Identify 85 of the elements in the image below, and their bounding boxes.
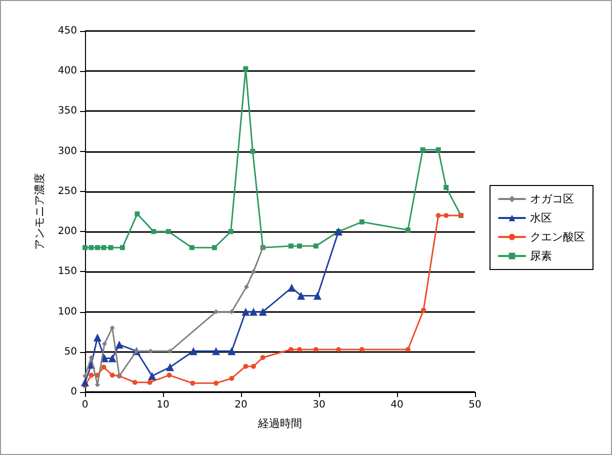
point bbox=[108, 245, 114, 250]
point bbox=[166, 372, 172, 378]
x-tick-label: 30 bbox=[312, 400, 326, 410]
point bbox=[288, 346, 294, 352]
point bbox=[359, 219, 364, 224]
point bbox=[212, 245, 217, 250]
point bbox=[229, 376, 234, 381]
point bbox=[101, 364, 106, 370]
point bbox=[134, 211, 140, 216]
x-tick-label: 10 bbox=[156, 400, 170, 410]
legend-label: オガコ区 bbox=[530, 192, 574, 206]
point bbox=[166, 229, 171, 234]
point bbox=[147, 380, 152, 385]
point bbox=[189, 245, 194, 250]
y-tick-label: 450 bbox=[58, 26, 77, 36]
y-tick-label: 350 bbox=[58, 106, 77, 117]
point bbox=[313, 243, 318, 248]
point bbox=[444, 213, 449, 218]
point bbox=[102, 341, 107, 346]
point bbox=[336, 346, 341, 352]
point bbox=[313, 346, 318, 352]
point bbox=[115, 340, 124, 349]
point bbox=[250, 364, 256, 369]
point bbox=[212, 347, 220, 356]
y-axis-title: アンモニア濃度 bbox=[33, 173, 46, 250]
point bbox=[190, 380, 196, 386]
point bbox=[444, 184, 449, 190]
point bbox=[88, 245, 94, 250]
y-tick-label: 250 bbox=[58, 186, 77, 197]
x-tick-label: 50 bbox=[468, 400, 482, 410]
point bbox=[260, 355, 266, 360]
point bbox=[93, 333, 102, 342]
point bbox=[436, 147, 441, 152]
point bbox=[249, 308, 258, 316]
point bbox=[242, 308, 250, 316]
point bbox=[436, 213, 441, 218]
x-tick-label: 0 bbox=[82, 400, 88, 410]
point bbox=[243, 66, 248, 72]
point bbox=[82, 245, 88, 250]
point bbox=[88, 372, 94, 378]
y-tick-label: 150 bbox=[58, 266, 77, 278]
point bbox=[120, 245, 125, 250]
legend-label: クエン酸区 bbox=[530, 230, 585, 244]
point bbox=[288, 243, 294, 248]
point bbox=[166, 363, 174, 372]
point bbox=[405, 227, 410, 232]
point bbox=[243, 364, 248, 369]
point bbox=[132, 380, 138, 385]
y-tick-label: 100 bbox=[58, 306, 77, 318]
point bbox=[228, 347, 236, 356]
point bbox=[189, 347, 198, 356]
point bbox=[420, 147, 426, 152]
point bbox=[108, 354, 116, 362]
point bbox=[297, 346, 302, 352]
point bbox=[244, 284, 249, 290]
point bbox=[151, 229, 156, 234]
y-tick-label: 200 bbox=[58, 226, 77, 238]
point bbox=[110, 372, 115, 378]
point bbox=[359, 346, 364, 352]
point bbox=[168, 348, 173, 354]
point bbox=[288, 284, 296, 292]
point bbox=[81, 378, 89, 386]
point bbox=[82, 373, 88, 378]
point bbox=[313, 292, 322, 300]
point bbox=[297, 292, 306, 300]
point bbox=[94, 245, 100, 250]
point bbox=[250, 148, 256, 154]
x-tick-label: 20 bbox=[234, 400, 248, 410]
legend-label: 尿素 bbox=[530, 250, 552, 262]
y-tick-label: 400 bbox=[58, 66, 77, 77]
point bbox=[228, 229, 234, 234]
x-axis-title: 経過時間 bbox=[257, 417, 302, 430]
point bbox=[214, 380, 219, 386]
point bbox=[101, 245, 106, 250]
point bbox=[421, 308, 426, 313]
point bbox=[297, 243, 302, 248]
y-tick-label: 300 bbox=[58, 146, 77, 157]
point bbox=[250, 269, 256, 274]
point bbox=[148, 372, 156, 380]
point bbox=[405, 346, 410, 352]
x-tick-label: 40 bbox=[390, 400, 404, 410]
point bbox=[258, 308, 267, 316]
y-tick-label: 0 bbox=[70, 386, 77, 398]
legend-label: 水区 bbox=[530, 212, 552, 224]
y-tick-label: 50 bbox=[64, 346, 77, 358]
